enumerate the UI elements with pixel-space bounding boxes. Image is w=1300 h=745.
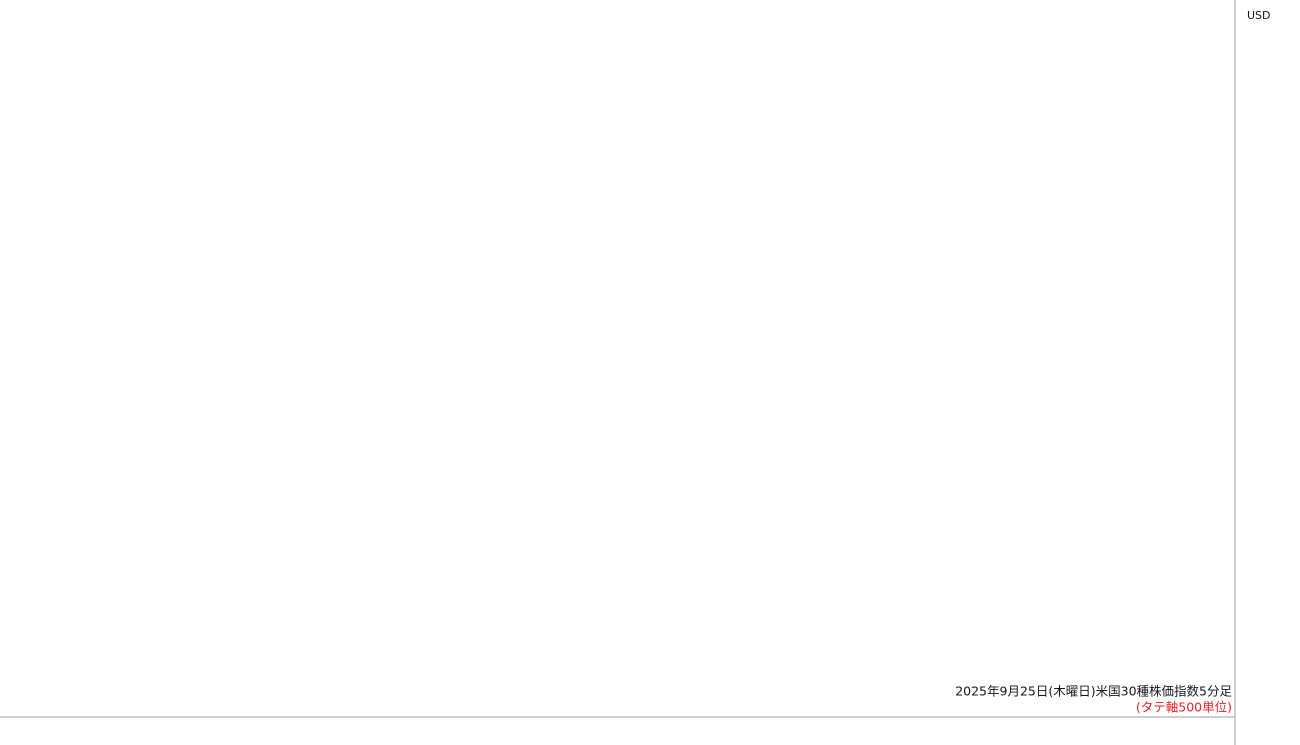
chart-note: 2025年9月25日(木曜日)米国30種株価指数5分足: [955, 684, 1232, 699]
chart-note-unit: (タテ軸500単位): [1136, 700, 1232, 715]
currency: USD: [1247, 9, 1271, 22]
